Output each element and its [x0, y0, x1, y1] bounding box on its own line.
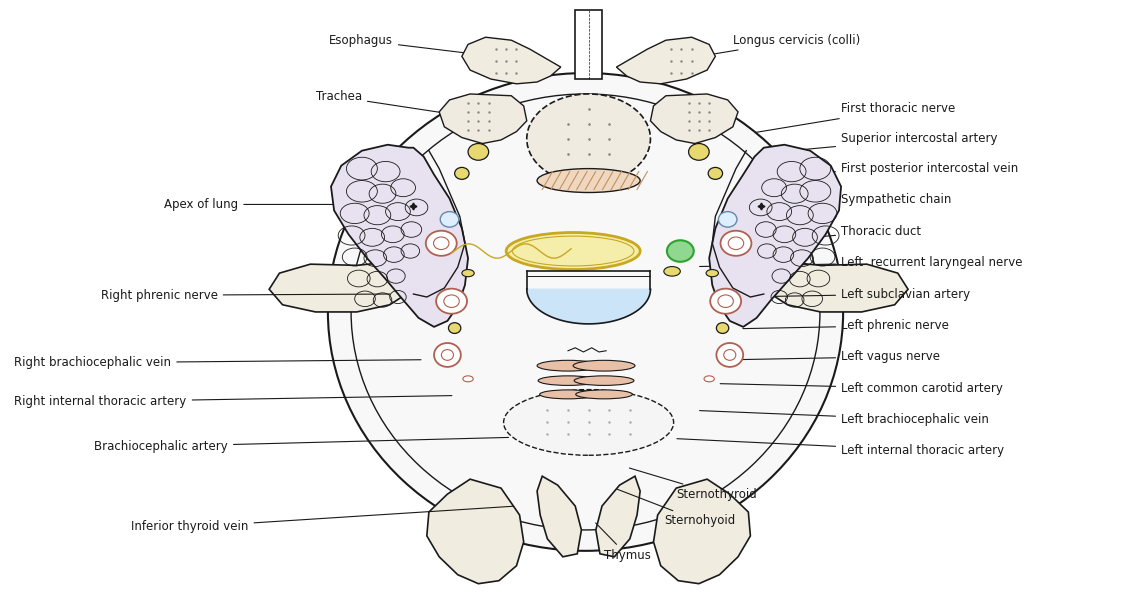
Text: Brachiocephalic artery: Brachiocephalic artery — [94, 437, 509, 453]
Ellipse shape — [434, 343, 460, 367]
Polygon shape — [527, 289, 650, 324]
Ellipse shape — [443, 295, 459, 307]
Ellipse shape — [573, 361, 634, 371]
Polygon shape — [650, 94, 739, 143]
Ellipse shape — [441, 350, 454, 361]
Ellipse shape — [455, 167, 469, 179]
Ellipse shape — [425, 231, 457, 256]
Text: Trachea: Trachea — [316, 91, 493, 121]
Text: Superior intercostal artery: Superior intercostal artery — [761, 132, 998, 154]
Text: Left common carotid artery: Left common carotid artery — [720, 382, 1003, 395]
Polygon shape — [537, 476, 581, 557]
Text: First posterior intercostal vein: First posterior intercostal vein — [753, 162, 1018, 175]
Polygon shape — [439, 94, 527, 143]
Circle shape — [461, 269, 474, 277]
Ellipse shape — [708, 167, 723, 179]
Circle shape — [706, 269, 718, 277]
Ellipse shape — [539, 390, 596, 399]
Text: Thoracic duct: Thoracic duct — [715, 225, 922, 246]
Text: Right phrenic nerve: Right phrenic nerve — [101, 289, 390, 302]
Text: Left phrenic nerve: Left phrenic nerve — [743, 319, 949, 332]
Ellipse shape — [728, 237, 744, 250]
Ellipse shape — [437, 289, 467, 314]
Ellipse shape — [576, 390, 632, 399]
Text: Longus cervicis (colli): Longus cervicis (colli) — [674, 34, 861, 61]
Text: Inferior thyroid vein: Inferior thyroid vein — [131, 506, 513, 533]
Polygon shape — [709, 145, 841, 327]
Polygon shape — [654, 479, 750, 584]
Circle shape — [703, 376, 715, 382]
Text: Thymus: Thymus — [596, 523, 651, 562]
Ellipse shape — [689, 143, 709, 160]
Polygon shape — [616, 37, 716, 84]
Ellipse shape — [575, 376, 634, 385]
Polygon shape — [426, 479, 524, 584]
Ellipse shape — [710, 289, 741, 314]
Ellipse shape — [720, 231, 751, 256]
Polygon shape — [461, 37, 561, 84]
Ellipse shape — [718, 295, 733, 307]
Polygon shape — [576, 10, 602, 79]
Ellipse shape — [503, 389, 674, 455]
Text: Sympathetic chain: Sympathetic chain — [749, 193, 951, 206]
Polygon shape — [596, 476, 640, 557]
Ellipse shape — [716, 323, 728, 334]
Ellipse shape — [718, 212, 737, 227]
Text: Left subclavian artery: Left subclavian artery — [741, 287, 970, 301]
Ellipse shape — [537, 361, 599, 371]
Polygon shape — [763, 261, 908, 312]
Text: Esophagus: Esophagus — [329, 34, 555, 64]
Text: Apex of lung: Apex of lung — [164, 198, 400, 211]
Text: First thoracic nerve: First thoracic nerve — [757, 103, 956, 133]
Polygon shape — [269, 261, 414, 312]
Text: Left  recurrent laryngeal nerve: Left recurrent laryngeal nerve — [700, 256, 1022, 269]
Text: Sternohyoid: Sternohyoid — [618, 489, 735, 527]
Ellipse shape — [537, 169, 640, 193]
Ellipse shape — [724, 350, 736, 361]
Ellipse shape — [440, 212, 459, 227]
Text: Right internal thoracic artery: Right internal thoracic artery — [15, 395, 452, 408]
Ellipse shape — [527, 94, 650, 184]
Ellipse shape — [538, 376, 598, 385]
Circle shape — [463, 376, 473, 382]
Ellipse shape — [468, 143, 489, 160]
Ellipse shape — [449, 323, 460, 334]
Text: Sternothyroid: Sternothyroid — [630, 468, 757, 500]
Ellipse shape — [328, 73, 843, 551]
Text: Right brachiocephalic vein: Right brachiocephalic vein — [15, 356, 421, 369]
Ellipse shape — [507, 233, 640, 269]
Text: Left brachiocephalic vein: Left brachiocephalic vein — [700, 410, 988, 426]
Text: Left internal thoracic artery: Left internal thoracic artery — [677, 439, 1004, 457]
Ellipse shape — [667, 240, 693, 262]
Polygon shape — [331, 145, 468, 327]
Text: Left vagus nerve: Left vagus nerve — [735, 350, 940, 363]
Ellipse shape — [716, 343, 743, 367]
Circle shape — [664, 266, 681, 276]
Ellipse shape — [433, 237, 449, 250]
